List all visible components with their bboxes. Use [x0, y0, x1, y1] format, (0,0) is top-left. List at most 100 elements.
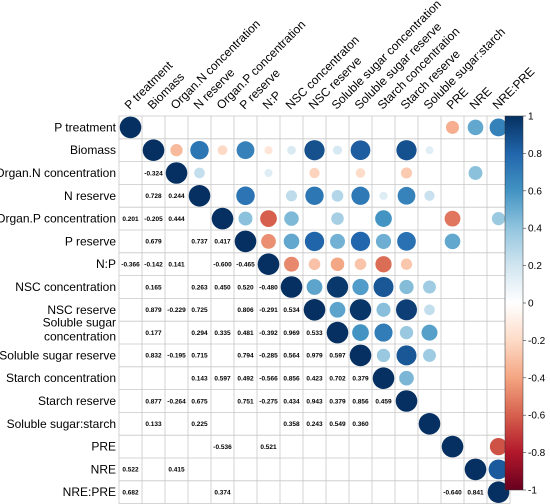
- correlation-label: 0.434: [283, 398, 300, 405]
- correlation-label: 0.141: [168, 262, 185, 269]
- correlation-label: -0.205: [144, 216, 163, 223]
- correlation-circle: [194, 167, 205, 179]
- row-label: NRE:PRE: [63, 485, 116, 499]
- correlation-label: 0.225: [191, 421, 208, 428]
- correlation-circle: [236, 141, 255, 160]
- correlation-label: 0.444: [168, 216, 185, 223]
- correlation-circle: [399, 370, 414, 386]
- correlation-label: 0.520: [237, 284, 254, 291]
- correlation-label: 0.243: [306, 421, 323, 428]
- colorbar-tick-label: 0.2: [528, 261, 542, 272]
- correlation-circle: [423, 280, 436, 294]
- correlation-circle: [350, 140, 371, 161]
- correlation-label: -0.291: [259, 307, 278, 314]
- correlation-circle: [260, 210, 277, 227]
- correlation-label: 0.856: [283, 376, 300, 383]
- row-label: Biomass: [70, 143, 116, 157]
- correlation-circle: [489, 118, 508, 137]
- column-label: NRE: [467, 84, 495, 112]
- correlation-circle: [397, 186, 416, 205]
- correlation-label: 0.358: [283, 421, 300, 428]
- correlation-circle: [304, 231, 325, 252]
- row-label: Organ.N concentration: [0, 166, 116, 180]
- correlation-circle: [379, 191, 388, 200]
- correlation-label: -0.229: [167, 307, 186, 314]
- correlation-circle: [119, 116, 142, 139]
- correlation-circle: [264, 168, 273, 178]
- correlation-circle: [349, 299, 372, 321]
- correlation-label: 0.415: [168, 467, 185, 474]
- correlation-circle: [332, 145, 343, 155]
- correlation-circle: [399, 279, 414, 295]
- correlation-circle: [351, 186, 370, 205]
- correlation-label: 0.725: [191, 307, 208, 314]
- correlation-label: 0.564: [283, 353, 300, 360]
- correlation-circle: [280, 276, 303, 298]
- correlation-label: 0.481: [237, 330, 254, 337]
- correlation-label: 0.492: [237, 376, 254, 383]
- correlation-circle: [375, 233, 392, 249]
- correlation-label: 0.715: [191, 353, 208, 360]
- correlation-circle: [190, 140, 209, 160]
- correlation-circle: [308, 258, 321, 271]
- correlation-label: -0.600: [213, 262, 232, 269]
- correlation-circle: [264, 146, 273, 155]
- correlation-circle: [424, 304, 435, 316]
- correlation-circle: [257, 253, 280, 275]
- correlation-circle: [303, 299, 326, 321]
- correlation-circle: [331, 212, 344, 225]
- correlation-circle: [330, 257, 345, 271]
- colorbar-tick-label: -1: [528, 486, 537, 497]
- row-label: NSC reserve: [47, 303, 116, 317]
- correlation-label: 0.832: [145, 353, 162, 360]
- correlation-circle: [326, 276, 349, 298]
- color-legend: 1 0.8 0.6 0.4 0.2 0 -0.2 -0.4 -0.6 -0.8 -1: [504, 112, 546, 497]
- colorbar-tick-label: -0.8: [528, 448, 546, 459]
- correlation-circle: [165, 162, 188, 184]
- correlation-circle: [489, 437, 508, 456]
- correlation-circle: [352, 324, 369, 341]
- correlation-circle: [287, 145, 296, 155]
- colorbar-tick-label: 0.4: [528, 224, 542, 235]
- correlation-label: 0.521: [260, 444, 277, 451]
- correlation-circle: [421, 324, 438, 341]
- row-label: P treatment: [54, 120, 116, 134]
- correlation-label: 0.679: [145, 239, 162, 246]
- correlation-circle: [423, 348, 436, 362]
- correlation-circle: [396, 299, 417, 321]
- correlation-circle: [284, 211, 299, 226]
- correlation-label: 0.201: [122, 216, 139, 223]
- correlation-label: 0.549: [329, 421, 346, 428]
- correlation-label: 0.177: [145, 330, 162, 337]
- correlation-circle: [395, 390, 418, 412]
- correlation-label: 0.534: [283, 307, 300, 314]
- correlation-circle: [354, 258, 367, 270]
- correlation-label: 0.597: [214, 376, 231, 383]
- correlation-label: 0.335: [214, 330, 231, 337]
- correlation-circle: [305, 186, 324, 205]
- correlation-label: -0.195: [167, 353, 186, 360]
- correlation-label: -0.640: [443, 490, 462, 497]
- correlation-circle: [234, 230, 257, 253]
- correlation-circle: [331, 189, 344, 202]
- row-labels: P treatment Biomass Organ.N concentration N…: [0, 120, 117, 499]
- correlation-circle: [326, 321, 349, 344]
- correlation-circle: [309, 167, 320, 179]
- correlation-circle: [188, 185, 211, 207]
- colorbar-tick-label: -0.2: [528, 336, 546, 347]
- row-label: PRE: [91, 440, 116, 454]
- correlation-label: 0.417: [214, 239, 231, 246]
- correlation-circle: [441, 435, 464, 458]
- column-label: NRE:PRE: [490, 65, 538, 113]
- row-label: Soluble sugar:starch: [7, 417, 116, 431]
- correlation-label: 0.165: [145, 284, 162, 291]
- correlation-label: 0.737: [191, 239, 208, 246]
- row-label: Organ.P concentration: [0, 212, 116, 226]
- correlation-circle: [467, 119, 484, 136]
- row-label: NSC concentration: [15, 280, 116, 294]
- correlation-label: -0.264: [167, 398, 186, 405]
- correlation-circle: [444, 210, 461, 227]
- correlation-circle: [211, 207, 234, 230]
